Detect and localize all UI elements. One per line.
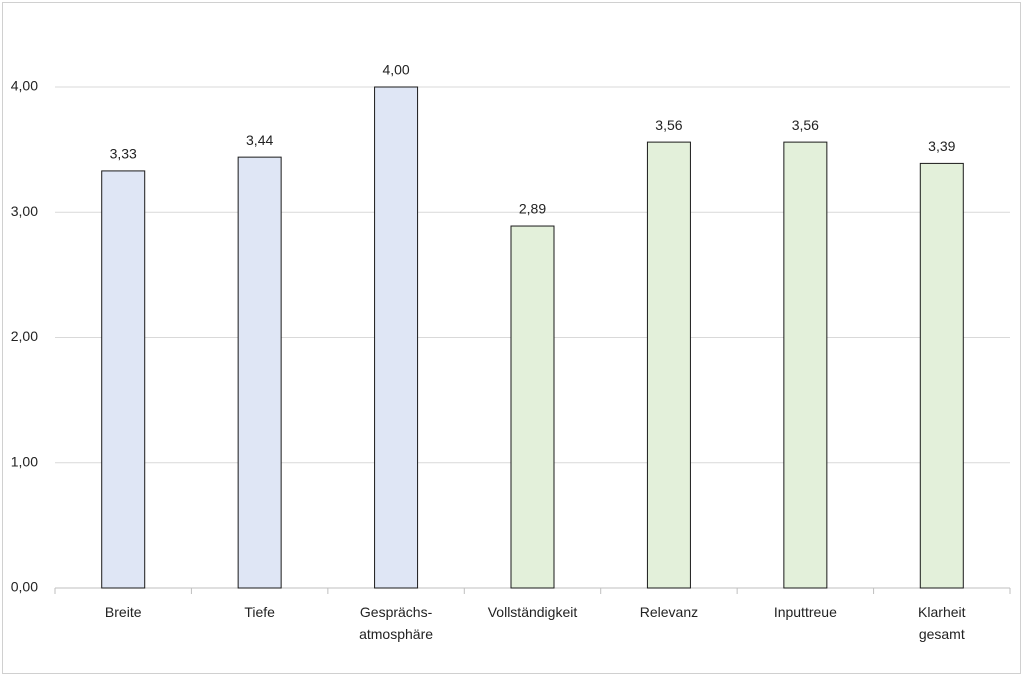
bar — [101, 170, 146, 589]
x-tick-label-line: Tiefe — [244, 604, 275, 620]
x-tick-label: Gesprächs-atmosphäre — [359, 604, 433, 642]
bar — [510, 225, 555, 589]
value-label: 4,00 — [382, 62, 409, 78]
x-tick-label-line: atmosphäre — [359, 626, 433, 642]
x-tick-label-line: Breite — [105, 604, 142, 620]
x-tick-label-line: Vollständigkeit — [488, 604, 578, 620]
value-label: 2,89 — [519, 201, 546, 217]
x-tick-label: Klarheit gesamt — [918, 604, 966, 642]
y-tick-label: 4,00 — [11, 78, 38, 94]
bar — [374, 86, 419, 589]
x-tick-label-line: Inputtreue — [774, 604, 837, 620]
y-tick-label: 2,00 — [11, 328, 38, 344]
value-label: 3,33 — [110, 146, 137, 162]
x-tick-label: Relevanz — [640, 604, 698, 620]
y-tick-label: 1,00 — [11, 453, 38, 469]
x-tick-label-line: Relevanz — [640, 604, 698, 620]
x-tick-label: Vollständigkeit — [488, 604, 578, 620]
x-tick-label: Breite — [105, 604, 142, 620]
bar — [237, 156, 282, 589]
x-tick-label-line: Klarheit — [918, 604, 966, 620]
y-tick-label: 0,00 — [11, 579, 38, 595]
x-tick-label: Tiefe — [244, 604, 275, 620]
y-tick-label: 3,00 — [11, 203, 38, 219]
bar — [783, 141, 828, 589]
value-label: 3,56 — [792, 117, 819, 133]
bar — [919, 162, 964, 589]
value-label: 3,39 — [928, 138, 955, 154]
x-tick-label-line: Gesprächs- — [360, 604, 433, 620]
x-tick-label-line: gesamt — [919, 626, 965, 642]
bar — [646, 141, 691, 589]
value-label: 3,56 — [655, 117, 682, 133]
value-label: 3,44 — [246, 132, 273, 148]
x-tick-label: Inputtreue — [774, 604, 837, 620]
